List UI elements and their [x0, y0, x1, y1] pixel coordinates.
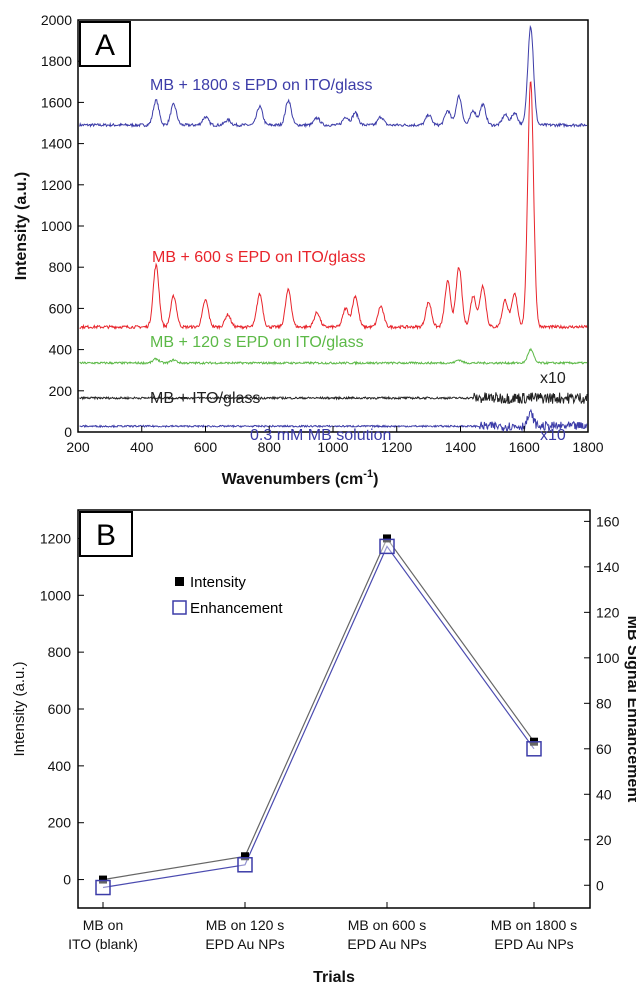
series-label: MB + 1800 s EPD on ITO/glass	[150, 77, 372, 94]
chart-b: 0 200 400 600 800 1000 1200 0 20 40 60 80 100 120 140…	[11, 509, 636, 986]
chart-b-right-ticks: 0 20 40 60 80 100 120 140 160	[584, 513, 620, 893]
y-tick-label: 0	[64, 424, 72, 440]
y-tick-label: 1600	[41, 94, 72, 110]
left-tick-label: 200	[48, 815, 72, 831]
chart-b-y-axis-label: Intensity (a.u.)	[11, 661, 28, 756]
data-point-intensity	[99, 875, 107, 884]
chart-b-legend: Intensity Enhancement	[172, 574, 283, 617]
chart-a-annotations: MB + 1800 s EPD on ITO/glass MB + 600 s E…	[150, 77, 566, 444]
left-tick-label: 1200	[40, 530, 71, 546]
category-label: MB on	[83, 917, 123, 933]
data-point-enhancement	[95, 879, 111, 896]
x-tick-label: 1400	[445, 439, 476, 455]
category-label: EPD Au NPs	[494, 936, 573, 952]
y-tick-label: 1200	[41, 177, 72, 193]
right-tick-label: 80	[596, 695, 612, 711]
x-tick-label: 200	[66, 439, 90, 455]
series-line	[102, 545, 535, 889]
y-tick-label: 2000	[41, 12, 72, 28]
data-point-enhancement	[379, 538, 395, 555]
chart-a-x-ticks: 200 400 600 800 1000 1200 1400 1600 1800	[66, 426, 604, 455]
y-tick-label: 200	[49, 383, 73, 399]
x10-label: x10	[540, 427, 566, 444]
chart-a: 200 400 600 800 1000 1200 1400 1600 1800 0200400…	[13, 12, 604, 488]
x-tick-label: 800	[258, 439, 282, 455]
category-label: EPD Au NPs	[347, 936, 426, 952]
chart-a-panel-label-box	[79, 21, 131, 67]
series-line	[102, 537, 535, 881]
x-tick-label: 1600	[509, 439, 540, 455]
chart-b-x-axis-label: Trials	[313, 969, 355, 986]
x-tick-label: 1000	[317, 439, 348, 455]
spectrum-line	[79, 24, 588, 129]
series-label: MB + ITO/glass	[150, 390, 260, 407]
chart-a-spectra	[79, 24, 588, 433]
x10-label: x10	[540, 370, 566, 387]
right-tick-label: 40	[596, 786, 612, 802]
right-tick-label: 100	[596, 650, 620, 666]
chart-a-y-axis-label: Intensity (a.u.)	[13, 172, 30, 280]
chart-a-x-axis-label: Wavenumbers (cm-1)	[222, 468, 379, 488]
y-tick-label: 1000	[41, 218, 72, 234]
data-point-intensity	[241, 852, 249, 861]
spectrum-line	[79, 392, 588, 405]
data-point-intensity	[383, 534, 391, 543]
chart-b-panel-label: B	[96, 519, 116, 552]
category-label: EPD Au NPs	[205, 936, 284, 952]
series-label: MB + 120 s EPD on ITO/glass	[150, 334, 364, 351]
left-tick-label: 0	[63, 872, 71, 888]
x-tick-label: 1800	[572, 439, 603, 455]
left-tick-label: 400	[48, 758, 72, 774]
category-label: MB on 600 s	[348, 917, 427, 933]
category-label: MB on 1800 s	[491, 917, 577, 933]
data-point-enhancement	[237, 857, 253, 873]
right-tick-label: 20	[596, 832, 612, 848]
chart-b-series	[95, 534, 542, 896]
chart-b-right-y-axis-label: MB Signal Enhancement	[624, 616, 636, 803]
right-tick-label: 0	[596, 877, 604, 893]
chart-b-panel-label-box	[79, 511, 133, 557]
x-tick-label: 600	[194, 439, 218, 455]
data-point-enhancement	[526, 741, 542, 757]
right-tick-label: 60	[596, 741, 612, 757]
left-tick-label: 1000	[40, 587, 71, 603]
series-label: MB + 600 s EPD on ITO/glass	[152, 249, 366, 266]
left-tick-label: 600	[48, 701, 72, 717]
legend-label-enhancement: Enhancement	[190, 600, 283, 617]
category-label: ITO (blank)	[68, 936, 138, 952]
category-label: MB on 120 s	[206, 917, 285, 933]
chart-a-y-ticks: 0 200 400 600 800 1000 1200 1400 1600 1800 2000	[41, 12, 84, 440]
chart-a-panel-label: A	[95, 29, 115, 62]
y-tick-label: 400	[49, 342, 73, 358]
right-tick-label: 160	[596, 513, 620, 529]
spectrum-line	[79, 81, 588, 331]
y-tick-label: 1800	[41, 53, 72, 69]
right-tick-label: 120	[596, 604, 620, 620]
right-tick-label: 140	[596, 559, 620, 575]
y-tick-label: 1400	[41, 136, 72, 152]
y-tick-label: 600	[49, 300, 73, 316]
y-tick-label: 800	[49, 259, 73, 275]
chart-b-categories: MB on ITO (blank) MB on 120 s EPD Au NPs MB …	[68, 902, 577, 952]
spectrum-line	[79, 347, 588, 366]
chart-b-plot-frame	[77, 509, 591, 909]
left-tick-label: 800	[48, 644, 72, 660]
series-label: 0.3 mM MB solution	[250, 427, 391, 444]
legend-marker-intensity	[175, 577, 184, 586]
x-tick-label: 400	[130, 439, 154, 455]
legend-label-intensity: Intensity	[190, 574, 246, 591]
x-tick-label: 1200	[381, 439, 412, 455]
legend-marker-enhancement	[172, 600, 187, 615]
chart-b-left-ticks: 0 200 400 600 800 1000 1200	[40, 530, 84, 888]
